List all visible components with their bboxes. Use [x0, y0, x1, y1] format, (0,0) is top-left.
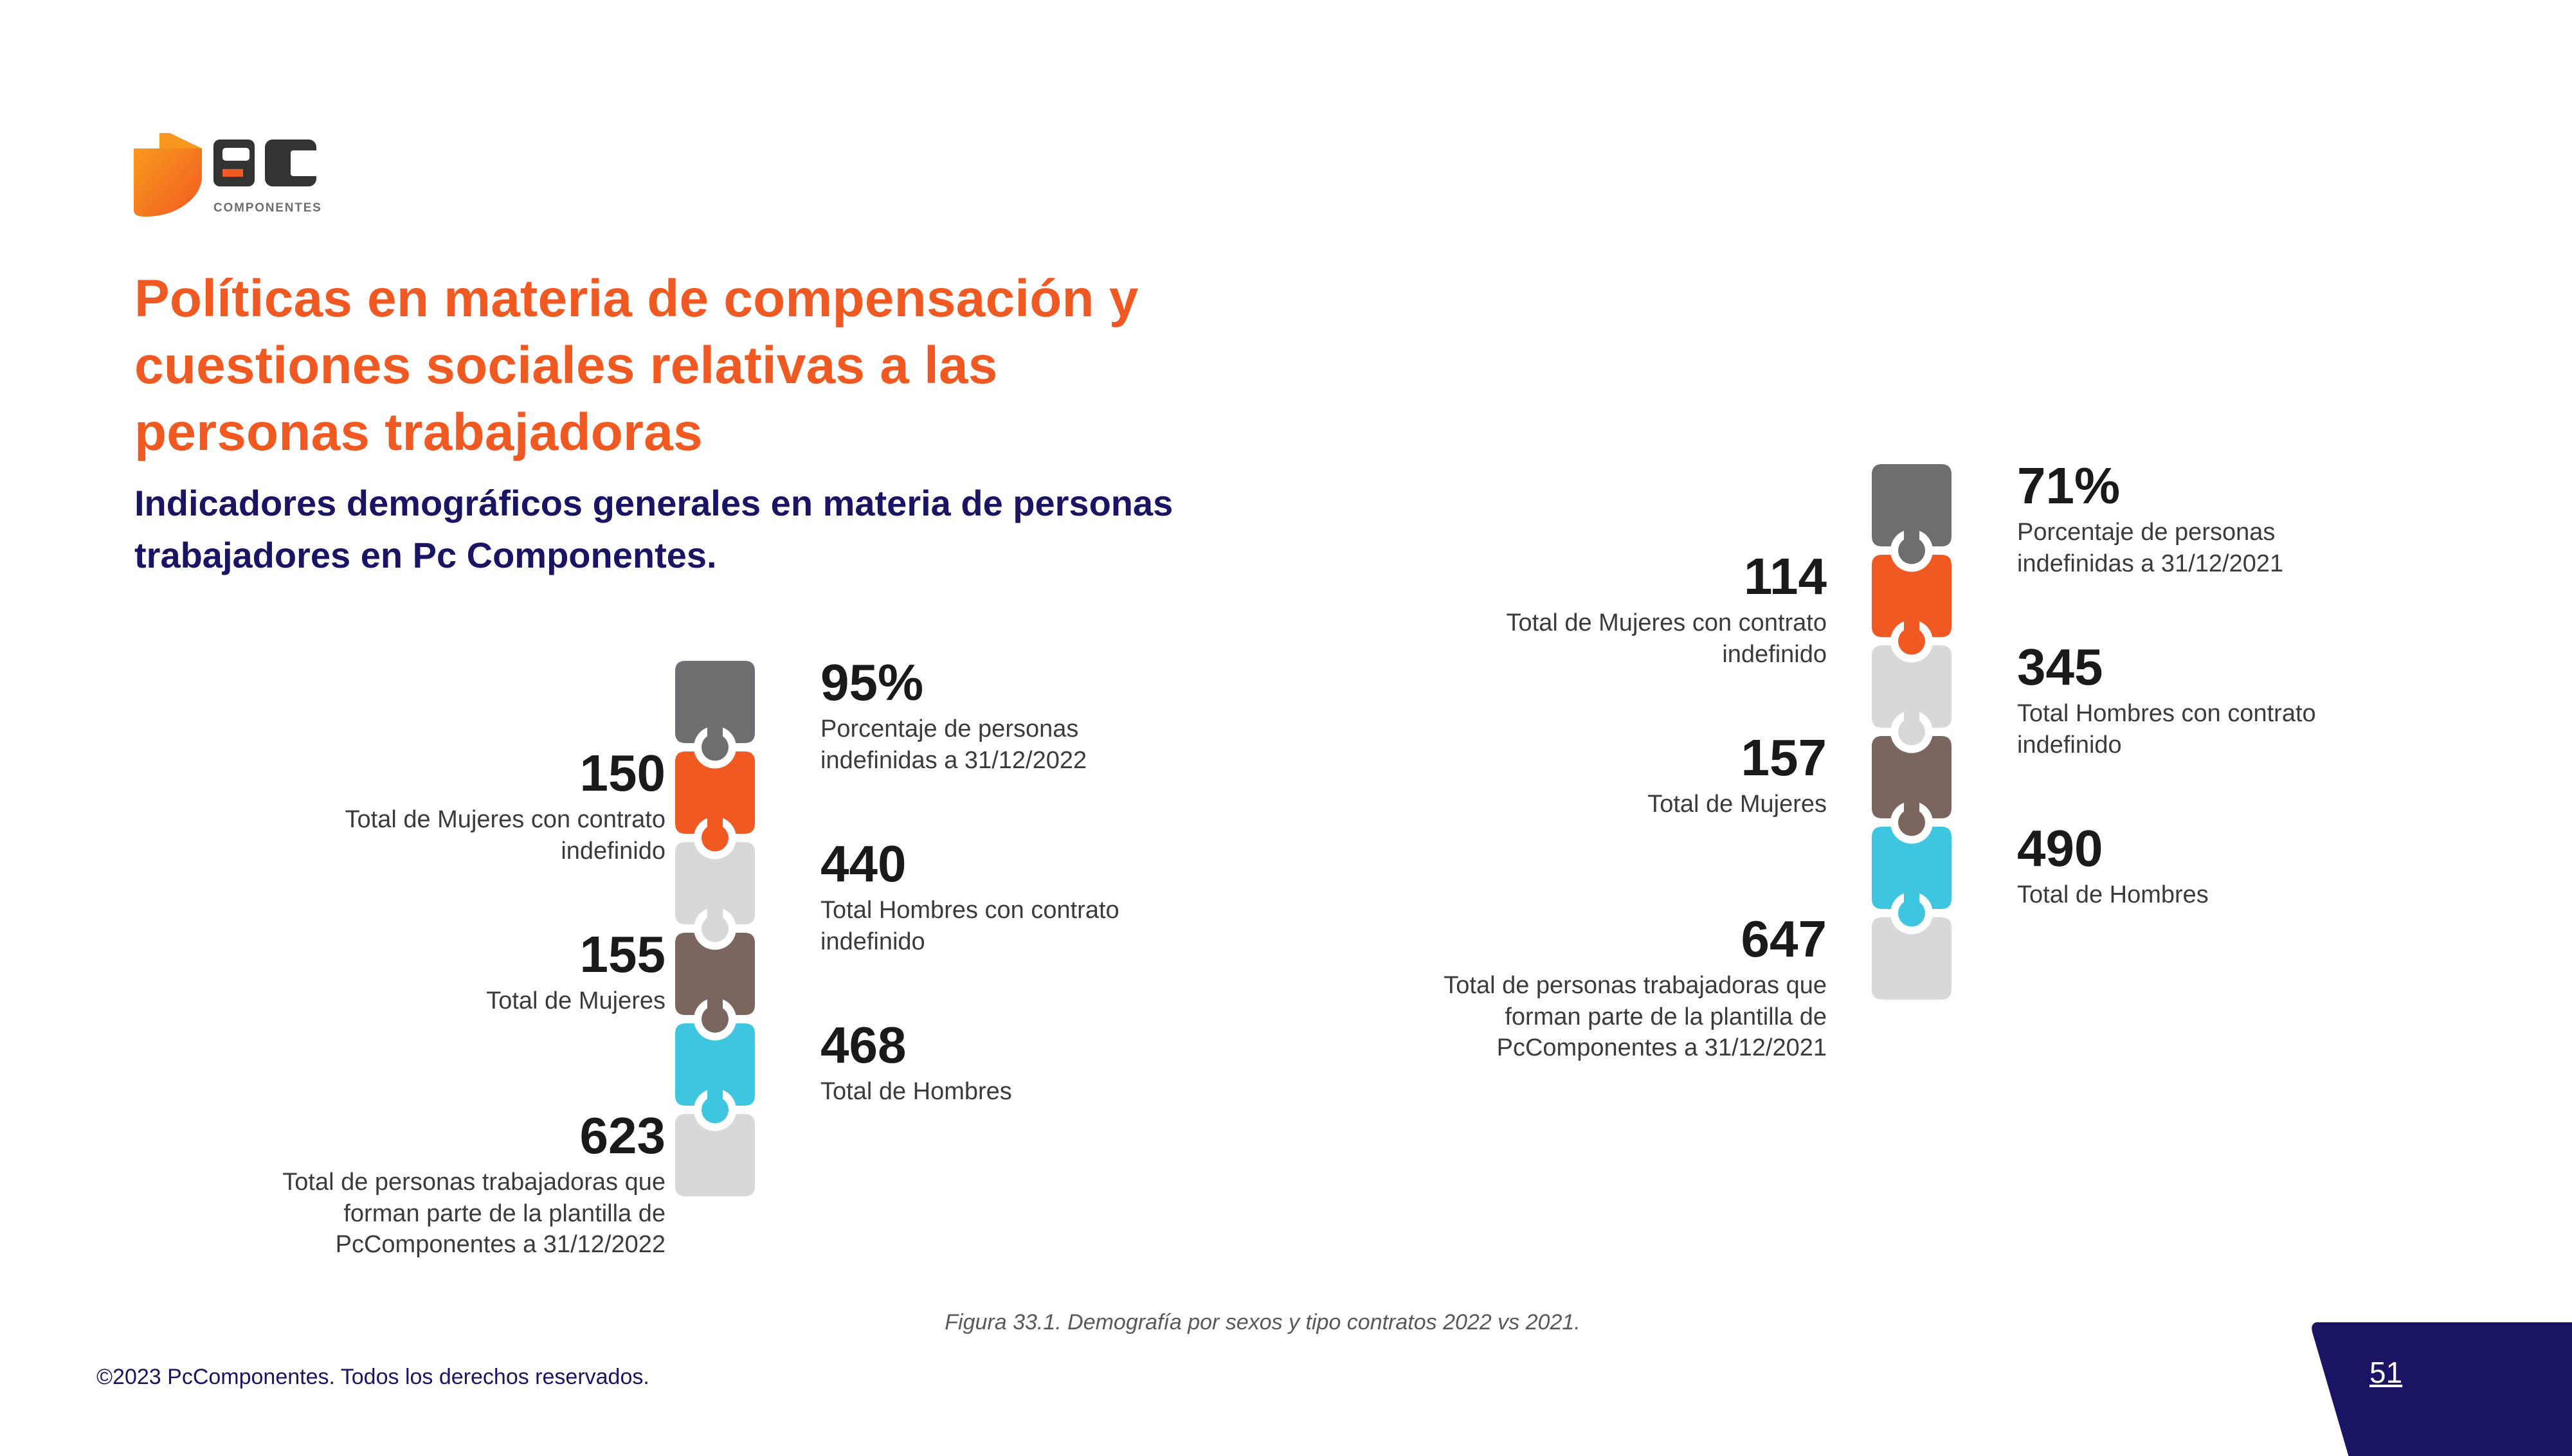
svg-text:COMPONENTES: COMPONENTES: [213, 201, 322, 215]
